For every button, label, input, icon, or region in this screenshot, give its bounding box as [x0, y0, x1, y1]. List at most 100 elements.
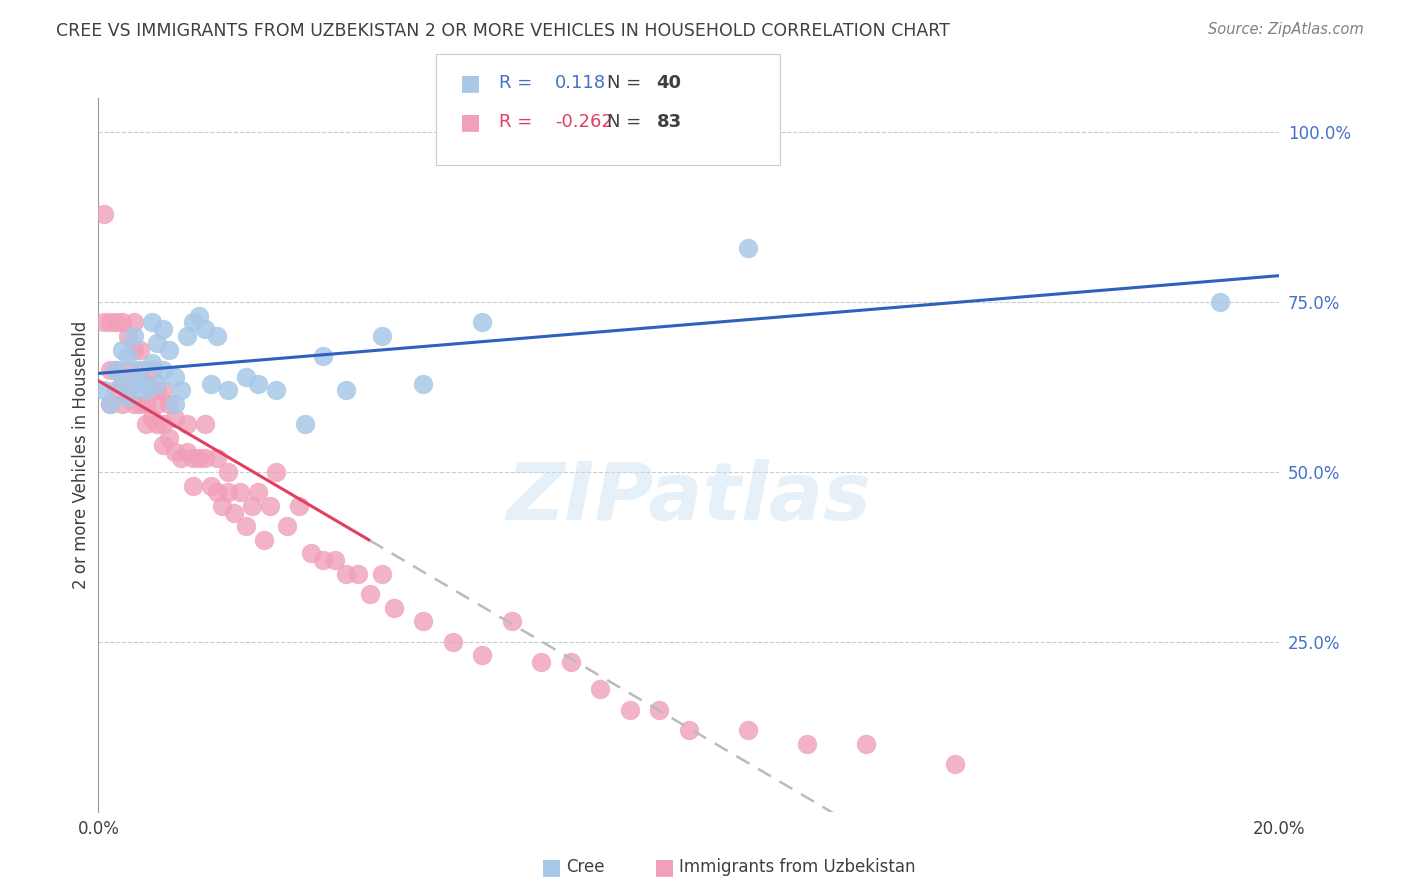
Point	[152, 363, 174, 377]
Point	[176, 417, 198, 432]
Text: ■: ■	[654, 857, 675, 877]
Point	[312, 350, 335, 364]
Point	[141, 363, 163, 377]
Text: Cree: Cree	[567, 858, 605, 876]
Point	[128, 343, 150, 357]
Point	[117, 329, 139, 343]
Point	[371, 566, 394, 581]
Point	[122, 376, 145, 391]
Point	[560, 655, 582, 669]
Text: CREE VS IMMIGRANTS FROM UZBEKISTAN 2 OR MORE VEHICLES IN HOUSEHOLD CORRELATION C: CREE VS IMMIGRANTS FROM UZBEKISTAN 2 OR …	[56, 22, 950, 40]
Point	[240, 499, 263, 513]
Point	[146, 417, 169, 432]
Point	[205, 451, 228, 466]
Point	[217, 384, 239, 398]
Point	[98, 397, 121, 411]
Point	[194, 417, 217, 432]
Point	[105, 315, 128, 329]
Point	[264, 465, 287, 479]
Point	[530, 655, 553, 669]
Point	[141, 315, 163, 329]
Point	[165, 397, 187, 411]
Text: ■: ■	[460, 73, 481, 93]
Point	[157, 343, 180, 357]
Point	[276, 519, 298, 533]
Point	[176, 444, 198, 458]
Point	[152, 384, 174, 398]
Point	[105, 363, 128, 377]
Point	[157, 397, 180, 411]
Y-axis label: 2 or more Vehicles in Household: 2 or more Vehicles in Household	[72, 321, 90, 589]
Point	[111, 376, 134, 391]
Point	[117, 363, 139, 377]
Point	[146, 376, 169, 391]
Point	[359, 587, 381, 601]
Point	[855, 737, 877, 751]
Point	[246, 485, 269, 500]
Point	[187, 309, 209, 323]
Point	[224, 506, 246, 520]
Point	[122, 369, 145, 384]
Point	[335, 566, 357, 581]
Point	[98, 363, 121, 377]
Point	[111, 376, 134, 391]
Text: R =: R =	[499, 113, 533, 131]
Point	[93, 384, 115, 398]
Text: Immigrants from Uzbekistan: Immigrants from Uzbekistan	[679, 858, 915, 876]
Point	[796, 737, 818, 751]
Point	[128, 363, 150, 377]
Point	[371, 329, 394, 343]
Point	[105, 384, 128, 398]
Point	[98, 315, 121, 329]
Point	[181, 451, 204, 466]
Point	[117, 384, 139, 398]
Point	[294, 417, 316, 432]
Point	[181, 315, 204, 329]
Text: R =: R =	[499, 74, 533, 92]
Point	[152, 322, 174, 336]
Point	[335, 384, 357, 398]
Text: N =: N =	[607, 113, 641, 131]
Point	[181, 478, 204, 492]
Text: N =: N =	[607, 74, 641, 92]
Point	[170, 451, 193, 466]
Point	[135, 417, 157, 432]
Point	[312, 553, 335, 567]
Point	[111, 343, 134, 357]
Point	[117, 390, 139, 404]
Point	[259, 499, 281, 513]
Point	[347, 566, 370, 581]
Point	[1209, 295, 1232, 310]
Point	[235, 369, 257, 384]
Point	[229, 485, 252, 500]
Text: Source: ZipAtlas.com: Source: ZipAtlas.com	[1208, 22, 1364, 37]
Point	[194, 451, 217, 466]
Point	[441, 635, 464, 649]
Point	[128, 376, 150, 391]
Point	[141, 410, 163, 425]
Point	[152, 438, 174, 452]
Point	[157, 431, 180, 445]
Text: 0.118: 0.118	[555, 74, 606, 92]
Point	[176, 329, 198, 343]
Point	[200, 376, 222, 391]
Point	[117, 350, 139, 364]
Point	[471, 315, 494, 329]
Point	[412, 615, 434, 629]
Point	[135, 384, 157, 398]
Point	[264, 384, 287, 398]
Point	[217, 465, 239, 479]
Point	[146, 397, 169, 411]
Point	[737, 241, 759, 255]
Point	[105, 363, 128, 377]
Point	[141, 384, 163, 398]
Point	[187, 451, 209, 466]
Point	[141, 356, 163, 370]
Point	[146, 384, 169, 398]
Point	[111, 315, 134, 329]
Point	[122, 329, 145, 343]
Point	[194, 322, 217, 336]
Point	[678, 723, 700, 738]
Point	[152, 417, 174, 432]
Point	[165, 410, 187, 425]
